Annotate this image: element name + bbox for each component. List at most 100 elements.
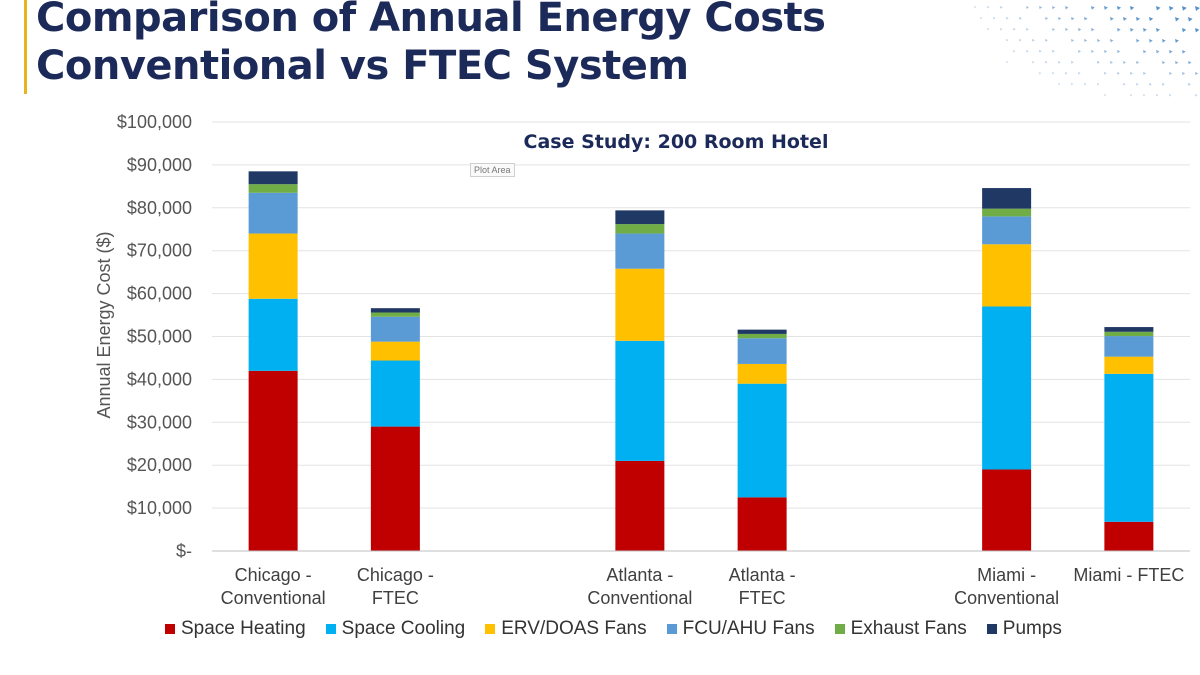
decor-dot [1032,39,1035,42]
bar-segment-space-cooling [370,360,420,427]
decor-dot [1104,72,1107,75]
decor-dot [987,28,990,31]
decor-dot [1078,50,1081,53]
decor-dot [1195,94,1198,97]
bar-segment-space-heating [737,497,787,551]
legend-item-exhaust-fans: Exhaust Fans [834,618,967,640]
legend-item-pumps: Pumps [986,618,1062,640]
decor-dot [1182,72,1186,76]
decor-dot [1162,83,1165,86]
decor-dot [1195,72,1199,76]
decor-dot [1169,6,1174,11]
decor-dot [1052,6,1056,10]
bars [248,171,1154,551]
decor-dot [1058,61,1061,64]
bar-segment-erv-doas-fans [615,268,665,341]
y-tick-labels: $- $10,000 $20,000 $30,000 $40,000 $50,000 $60… [117,112,192,561]
chart-title: Case Study: 200 Room Hotel [524,131,829,153]
decor-dot [1013,50,1016,53]
decor-dot [1136,61,1140,65]
decor-dot [1149,39,1153,43]
legend-item-space-heating: Space Heating [165,618,306,640]
bar-segment-space-heating [248,370,298,551]
decor-dot [1130,28,1134,32]
decor-dot [1117,72,1120,75]
legend-swatch [165,624,175,634]
decor-dot [1052,72,1055,75]
decor-dot [1162,61,1166,65]
decor-dot [1188,83,1191,86]
decor-dot [1019,17,1022,20]
x-tick-label: Miami - [977,565,1036,585]
decor-dot [1006,39,1009,42]
decor-dot [1169,72,1173,76]
decor-dot [1169,50,1173,54]
legend-swatch [834,624,845,634]
decor-dot [1123,83,1126,86]
x-tick-label: Conventional [221,588,326,608]
decor-dot [1026,50,1029,53]
bar-segment-space-heating [615,460,665,551]
decor-dot [1143,50,1147,54]
decor-dot [1065,6,1069,10]
decor-dot [1097,39,1101,43]
decor-dot [1045,17,1049,21]
decor-dot [1071,17,1075,21]
decor-dot [1136,17,1141,22]
decor-dot [1195,6,1200,11]
y-tick-label: $10,000 [127,498,192,518]
decor-dot [1006,61,1009,64]
decor-dot [1130,6,1135,11]
x-tick-label: Chicago - [357,565,434,585]
x-tick-label: Chicago - [235,565,312,585]
decor-dot [1143,28,1147,32]
x-tick-label: FTEC [739,588,786,608]
decor-dot [1071,83,1074,86]
bar-segment-erv-doas-fans [1104,356,1154,374]
decor-dot [1156,94,1159,97]
decor-dot [1110,39,1114,43]
y-axis-label: Annual Energy Cost ($) [94,231,114,418]
decor-dot [1006,17,1009,20]
decor-dot [1097,83,1100,86]
decor-dot [1104,50,1108,54]
legend-label: Pumps [1002,618,1062,639]
decor-dot [1045,39,1048,42]
decor-dot [1039,72,1042,75]
decor-dot [1123,17,1127,21]
y-tick-label: $100,000 [117,112,192,132]
decor-dot [1045,61,1048,64]
decor-dot [1052,50,1055,53]
bar-segment-pumps [1104,327,1154,332]
decor-dot [1169,94,1172,97]
legend-label: Space Heating [181,618,306,639]
decor-dot [1071,61,1074,64]
legend-item-space-cooling: Space Cooling [325,618,465,640]
decor-dot [1039,50,1042,53]
decor-dot [1084,39,1088,43]
legend-swatch [666,624,677,634]
y-tick-label: $50,000 [127,327,192,347]
decor-dot [1149,83,1152,86]
decor-dot [1188,61,1192,65]
bar-segment-space-heating [1104,521,1154,551]
bar-segment-pumps [982,188,1032,209]
bar-segment-space-cooling [737,383,787,498]
decor-dot [1162,39,1166,43]
bar-segment-fcu-ahu-fans [982,216,1032,245]
decor-dot [974,6,977,9]
decor-dot [1039,6,1043,10]
decorative-dot-pattern [974,6,1200,97]
bar-segment-fcu-ahu-fans [1104,336,1154,357]
decor-dot [1143,94,1146,97]
decor-dot [1026,28,1029,31]
x-tick-label: Atlanta - [729,565,796,585]
decor-dot [1065,28,1069,32]
bar-segment-erv-doas-fans [737,363,787,384]
decor-dot [1123,61,1127,65]
x-tick-labels: Chicago - Conventional Chicago - FTEC Atlant… [221,565,1185,608]
bar-segment-space-heating [370,426,420,551]
decor-dot [1078,28,1082,32]
bar-segment-exhaust-fans [982,208,1032,217]
bar-segment-space-heating [982,469,1032,551]
